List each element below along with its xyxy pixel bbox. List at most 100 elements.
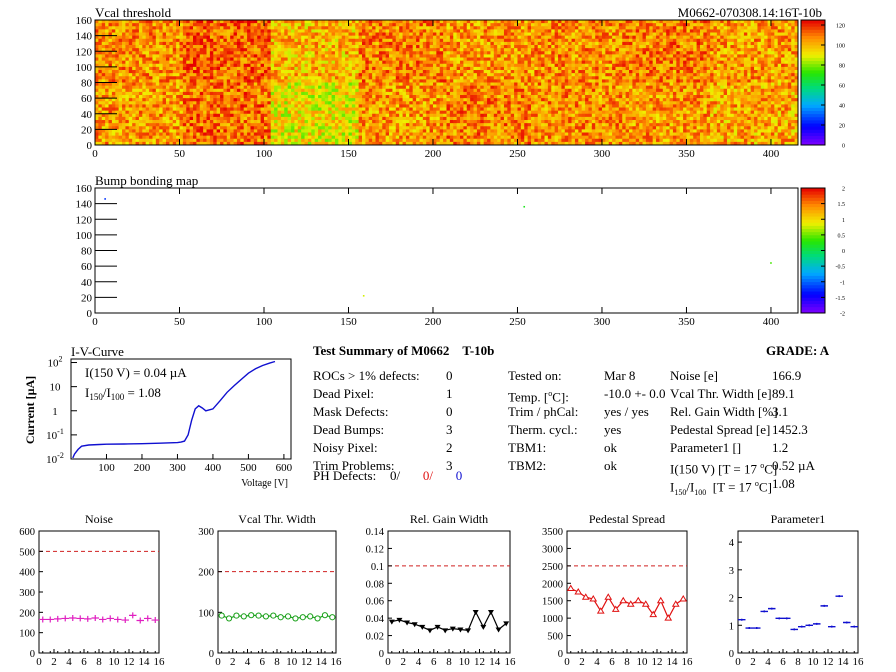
map-cell (503, 66, 508, 71)
map-cell (149, 101, 153, 105)
map-cell (514, 38, 518, 43)
map-cell (152, 91, 157, 96)
map-cell (385, 41, 390, 46)
map-cell (233, 88, 238, 93)
map-cell (693, 51, 698, 55)
map-cell (355, 45, 360, 49)
map-cell (794, 51, 799, 55)
map-cell (108, 54, 113, 58)
map-cell (372, 79, 376, 83)
map-cell (666, 57, 670, 62)
map-cell (767, 63, 772, 68)
map-cell (392, 79, 397, 83)
map-cell (571, 63, 576, 68)
map-cell (426, 73, 430, 77)
map-cell (635, 79, 640, 83)
map-cell (95, 41, 99, 46)
map-cell (497, 63, 501, 68)
map-cell (409, 70, 414, 74)
map-cell (263, 63, 268, 68)
map-cell (531, 41, 535, 46)
map-cell (537, 54, 542, 58)
map-cell (497, 48, 501, 52)
map-cell (429, 57, 434, 62)
map-cell (483, 51, 488, 55)
map-cell (659, 63, 664, 68)
map-cell (520, 54, 525, 58)
map-cell (182, 20, 187, 24)
map-cell (152, 41, 157, 46)
map-cell (189, 54, 194, 58)
map-cell (382, 76, 387, 80)
map-cell (176, 79, 180, 83)
map-cell (311, 63, 316, 68)
map-cell (186, 76, 191, 80)
map-cell (699, 79, 704, 83)
map-cell (770, 51, 775, 55)
map-cell (662, 35, 667, 40)
map-cell (324, 54, 329, 58)
map-cell (223, 35, 228, 40)
map-cell (172, 57, 177, 62)
map-cell (135, 45, 140, 49)
map-cell (639, 41, 643, 46)
map-cell (375, 76, 380, 80)
map-cell (527, 66, 532, 71)
map-cell (625, 23, 630, 27)
map-cell (601, 60, 606, 65)
map-cell (618, 79, 623, 83)
map-cell (531, 48, 535, 52)
map-cell (503, 54, 508, 58)
map-cell (737, 51, 741, 55)
map-cell (541, 29, 545, 33)
map-cell (571, 76, 576, 80)
map-cell (426, 54, 430, 58)
map-cell (196, 45, 201, 49)
map-cell (378, 23, 383, 27)
map-cell (703, 73, 708, 77)
map-cell (524, 20, 529, 24)
map-cell (203, 76, 207, 80)
map-cell (686, 23, 691, 27)
map-cell (510, 26, 515, 30)
map-cell (250, 26, 255, 30)
map-cell (230, 57, 234, 62)
map-cell (260, 41, 265, 46)
map-cell (220, 82, 224, 87)
map-cell (754, 60, 758, 65)
map-cell (189, 29, 194, 33)
map-cell (118, 126, 123, 130)
map-cell (243, 48, 248, 52)
map-cell (128, 60, 133, 65)
map-cell (294, 63, 299, 68)
map-cell (514, 70, 518, 74)
map-cell (595, 32, 599, 37)
map-cell (791, 48, 796, 52)
map-cell (503, 79, 508, 83)
map-cell (280, 57, 285, 62)
map-cell (226, 110, 231, 115)
map-cell (436, 41, 441, 46)
map-cell (622, 70, 627, 74)
map-cell (321, 32, 326, 37)
map-cell (341, 41, 346, 46)
map-cell (145, 66, 150, 71)
map-cell (220, 60, 224, 65)
map-cell (138, 70, 143, 74)
map-cell (253, 54, 258, 58)
map-cell (378, 79, 383, 83)
map-cell (399, 26, 403, 30)
map-cell (128, 138, 133, 143)
map-cell (764, 20, 768, 24)
map-cell (138, 107, 143, 112)
map-cell (730, 38, 735, 43)
map-cell (672, 63, 677, 68)
map-cell (564, 79, 569, 83)
map-cell (510, 63, 515, 68)
map-cell (645, 66, 650, 71)
map-cell (429, 32, 434, 37)
map-cell (473, 45, 478, 49)
map-cell (206, 110, 211, 115)
map-cell (564, 70, 569, 74)
map-cell (101, 48, 106, 52)
